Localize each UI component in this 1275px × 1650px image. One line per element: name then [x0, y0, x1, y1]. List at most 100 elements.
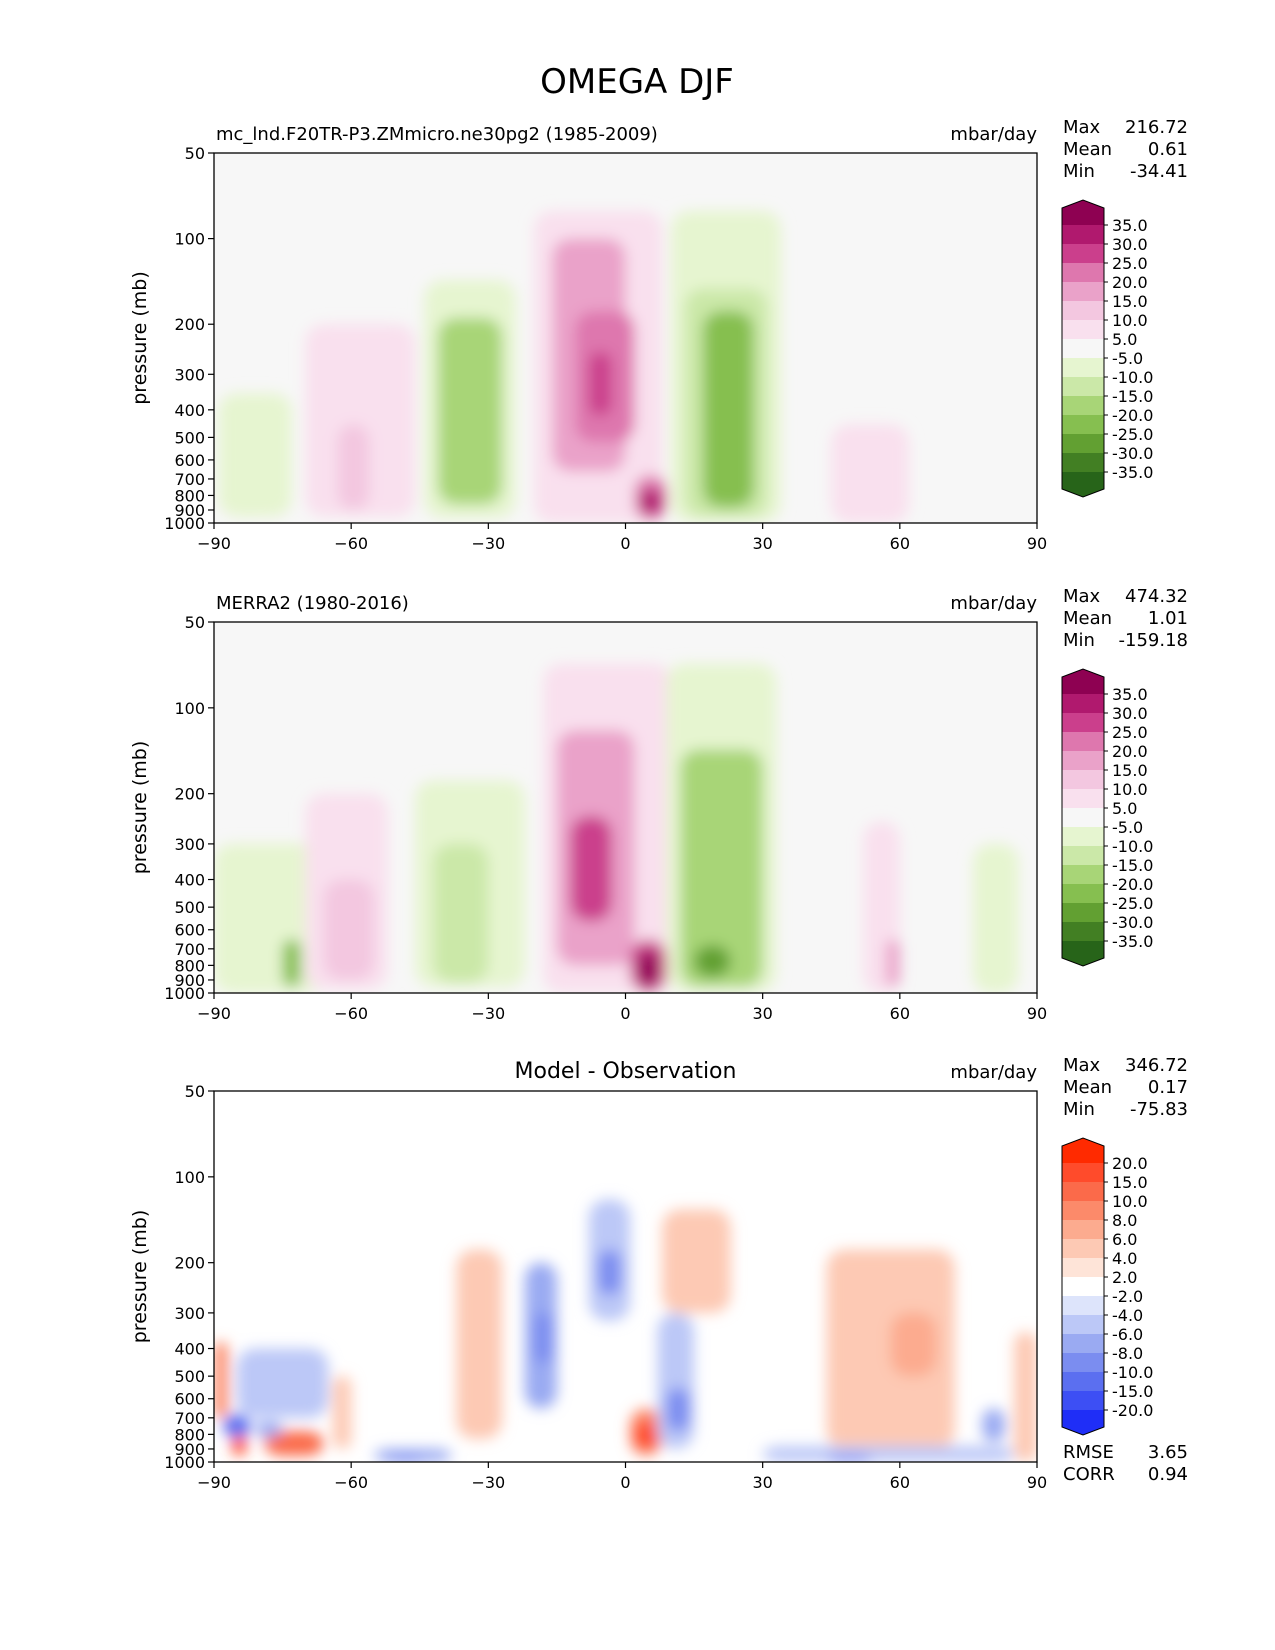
- colorbar-tick-label: -5.0: [1112, 349, 1143, 368]
- x-tick-label: 0: [620, 534, 630, 553]
- y-tick-label: 800: [174, 486, 205, 505]
- panel-title: Model - Observation: [515, 1059, 737, 1084]
- colorbar-tick-label: 10.0: [1112, 1192, 1148, 1211]
- colorbar-tick-label: 10.0: [1112, 780, 1148, 799]
- colorbar-swatch: [1062, 1277, 1104, 1297]
- contour-region: [598, 1249, 621, 1296]
- contour-region: [831, 424, 909, 523]
- y-tick-label: 400: [174, 871, 205, 890]
- colorbar-swatch: [1062, 770, 1104, 790]
- stat-value: -159.18: [1119, 630, 1188, 651]
- colorbar: 35.030.025.020.015.010.05.0-5.0-10.0-15.…: [1061, 199, 1153, 498]
- y-tick-label: 900: [174, 501, 205, 520]
- contour-region: [982, 1408, 1005, 1442]
- colorbar-swatch: [1062, 694, 1104, 714]
- colorbar-tick-label: -35.0: [1112, 463, 1153, 482]
- colorbar-tick-label: -25.0: [1112, 425, 1153, 444]
- contour-fill: [218, 211, 909, 523]
- y-tick-label: 300: [174, 835, 205, 854]
- colorbar-swatch: [1062, 865, 1104, 885]
- colorbar-tick-label: 6.0: [1112, 1230, 1137, 1249]
- contour-region: [282, 939, 301, 987]
- contour-region: [337, 424, 370, 510]
- x-tick-label: 90: [1027, 1473, 1047, 1492]
- contour-region: [570, 816, 612, 922]
- colorbar-tick-label: 5.0: [1112, 799, 1137, 818]
- y-tick-label: 200: [174, 785, 205, 804]
- y-tick-label: 600: [174, 921, 205, 940]
- panel-title: MERRA2 (1980-2016): [216, 593, 409, 614]
- colorbar-swatch: [1062, 263, 1104, 283]
- colorbar-swatch: [1062, 1239, 1104, 1259]
- y-tick-label: 600: [174, 1390, 205, 1409]
- y-tick-label: 400: [174, 1340, 205, 1359]
- colorbar-swatch: [1062, 789, 1104, 809]
- stat-value: -34.41: [1130, 161, 1188, 182]
- contour-region: [639, 489, 663, 515]
- colorbar-tick-label: 20.0: [1112, 1154, 1148, 1173]
- stat-value: 1.01: [1148, 608, 1188, 629]
- contour-region: [218, 393, 292, 517]
- contour-region: [762, 1446, 1015, 1462]
- colorbar-swatch: [1062, 1220, 1104, 1240]
- stat-label: Min: [1063, 1099, 1095, 1120]
- x-tick-label: 0: [620, 1473, 630, 1492]
- colorbar-swatch: [1062, 1315, 1104, 1335]
- x-tick-label: −60: [334, 534, 368, 553]
- metric-value: 0.94: [1148, 1464, 1188, 1485]
- colorbar-tick-label: -5.0: [1112, 818, 1143, 837]
- contour-region: [305, 324, 416, 517]
- stat-value: 346.72: [1125, 1055, 1188, 1076]
- colorbar-swatch: [1062, 827, 1104, 847]
- x-tick-label: 30: [752, 534, 772, 553]
- colorbar-tick-label: -4.0: [1112, 1306, 1143, 1325]
- contour-region: [588, 351, 612, 416]
- stat-value: 0.17: [1148, 1077, 1188, 1098]
- colorbar-extend-bottom: [1062, 941, 1104, 966]
- colorbar-swatch: [1062, 922, 1104, 942]
- contour-region: [236, 1348, 329, 1418]
- colorbar-swatch: [1062, 320, 1104, 340]
- x-tick-label: −60: [334, 1004, 368, 1023]
- x-tick-label: 30: [752, 1473, 772, 1492]
- y-axis-label: pressure (mb): [129, 1210, 151, 1344]
- contour-region: [264, 1431, 324, 1456]
- colorbar-tick-label: 35.0: [1112, 216, 1148, 235]
- y-tick-label: 300: [174, 1304, 205, 1323]
- contour-region: [1014, 1331, 1037, 1462]
- colorbar-swatch: [1062, 453, 1104, 473]
- colorbar-tick-label: -15.0: [1112, 1382, 1153, 1401]
- y-tick-label: 800: [174, 1425, 205, 1444]
- colorbar-swatch: [1062, 713, 1104, 733]
- colorbar-swatch: [1062, 1258, 1104, 1278]
- colorbar-tick-label: 8.0: [1112, 1211, 1137, 1230]
- contour-region: [666, 1387, 690, 1432]
- colorbar-swatch: [1062, 225, 1104, 245]
- y-tick-label: 700: [174, 1409, 205, 1428]
- x-tick-label: 60: [890, 534, 910, 553]
- colorbar-swatch: [1062, 846, 1104, 866]
- colorbar-extend-top: [1062, 669, 1104, 694]
- x-tick-label: 90: [1027, 1004, 1047, 1023]
- contour-region: [886, 939, 900, 987]
- colorbar-swatch: [1062, 1353, 1104, 1373]
- colorbar-tick-label: -15.0: [1112, 387, 1153, 406]
- x-tick-label: 30: [752, 1004, 772, 1023]
- colorbar: 35.030.025.020.015.010.05.0-5.0-10.0-15.…: [1061, 668, 1153, 967]
- colorbar-tick-label: 20.0: [1112, 742, 1148, 761]
- colorbar-tick-label: -6.0: [1112, 1325, 1143, 1344]
- colorbar-tick-label: -10.0: [1112, 368, 1153, 387]
- colorbar-swatch: [1062, 751, 1104, 771]
- y-tick-label: 900: [174, 971, 205, 990]
- metric-label: RMSE: [1063, 1442, 1114, 1463]
- figure-title: OMEGA DJF: [540, 62, 734, 102]
- colorbar-tick-label: 25.0: [1112, 254, 1148, 273]
- colorbar-swatch: [1062, 244, 1104, 264]
- colorbar-swatch: [1062, 903, 1104, 923]
- colorbar-tick-label: 5.0: [1112, 330, 1137, 349]
- colorbar-tick-label: 10.0: [1112, 311, 1148, 330]
- colorbar-swatch: [1062, 1296, 1104, 1316]
- x-tick-label: −30: [471, 534, 505, 553]
